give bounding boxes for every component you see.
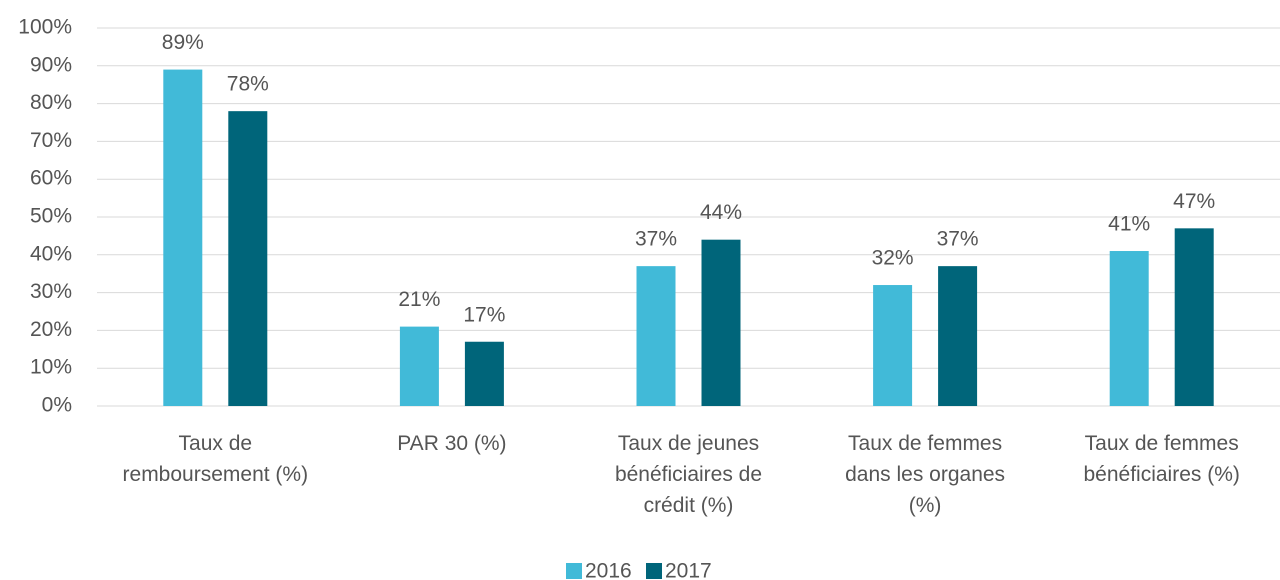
bar <box>1109 251 1149 406</box>
x-tick-label: Taux de jeunes bénéficiaires de crédit (… <box>614 432 763 517</box>
x-tick-label: Taux de femmes dans les organes (%) <box>845 432 1006 517</box>
data-label: 21% <box>398 288 440 311</box>
y-tick-label: 40% <box>30 242 72 265</box>
y-tick-label: 90% <box>30 53 72 76</box>
bar <box>1174 228 1214 406</box>
bar <box>701 239 741 406</box>
bar <box>464 341 504 406</box>
bar <box>938 266 978 406</box>
bar <box>228 111 268 406</box>
legend-label: 2016 <box>585 560 632 580</box>
x-tick-label: PAR 30 (%) <box>397 432 507 455</box>
data-label: 78% <box>227 73 269 96</box>
y-tick-label: 30% <box>30 280 72 303</box>
bar <box>399 326 439 406</box>
legend-swatch <box>566 563 582 579</box>
data-label: 47% <box>1173 190 1215 213</box>
x-tick-label: Taux de remboursement (%) <box>122 432 309 486</box>
x-tick-label: Taux de femmes bénéficiaires (%) <box>1083 432 1240 486</box>
legend-label: 2017 <box>665 560 712 580</box>
data-label: 17% <box>463 303 505 326</box>
data-label: 89% <box>162 31 204 54</box>
data-label: 41% <box>1108 213 1150 236</box>
legend-swatch <box>646 563 662 579</box>
data-label: 32% <box>872 247 914 270</box>
y-tick-label: 60% <box>30 167 72 190</box>
y-tick-label: 80% <box>30 91 72 114</box>
y-tick-label: 0% <box>42 394 72 417</box>
data-label: 37% <box>635 228 677 251</box>
y-tick-label: 20% <box>30 318 72 341</box>
y-tick-label: 70% <box>30 129 72 152</box>
y-tick-label: 50% <box>30 205 72 228</box>
bar <box>873 285 913 406</box>
data-label: 44% <box>700 201 742 224</box>
y-tick-label: 10% <box>30 356 72 379</box>
bar <box>636 266 676 406</box>
bar <box>163 69 203 406</box>
data-label: 37% <box>937 228 979 251</box>
y-tick-label: 100% <box>18 16 72 39</box>
